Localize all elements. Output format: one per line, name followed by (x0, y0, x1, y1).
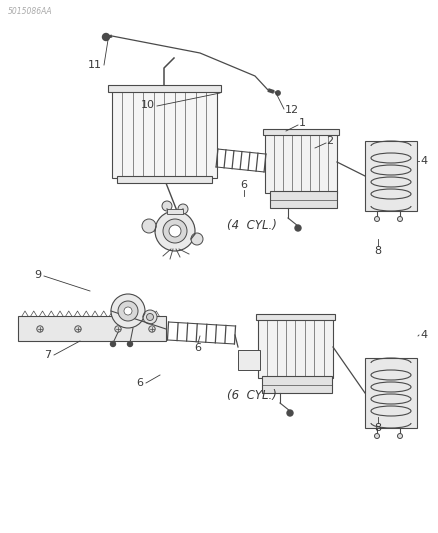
Circle shape (148, 326, 155, 332)
Text: (6  CYL.): (6 CYL.) (226, 389, 276, 401)
Bar (237, 350, 259, 370)
Circle shape (111, 294, 145, 328)
Circle shape (286, 410, 292, 416)
Circle shape (115, 326, 121, 332)
Bar (112, 88, 216, 178)
Text: 6: 6 (194, 343, 201, 353)
Bar (364, 358, 416, 428)
Text: 8: 8 (374, 423, 381, 433)
Text: (4  CYL.): (4 CYL.) (226, 219, 276, 231)
Text: 5015086AA: 5015086AA (8, 7, 53, 16)
Circle shape (374, 216, 378, 222)
Bar (364, 141, 416, 211)
Bar (261, 376, 331, 393)
Bar (258, 316, 332, 378)
Bar (166, 209, 183, 214)
Bar (269, 191, 336, 208)
Circle shape (374, 433, 378, 439)
Circle shape (143, 310, 157, 324)
Circle shape (146, 313, 153, 320)
Bar (117, 176, 212, 183)
Circle shape (37, 326, 43, 332)
Text: 4: 4 (420, 330, 427, 340)
Text: 4: 4 (420, 156, 427, 166)
Circle shape (275, 91, 279, 95)
Text: 12: 12 (284, 105, 298, 115)
Text: 2: 2 (326, 136, 333, 146)
Bar (262, 129, 338, 135)
Bar (108, 85, 220, 92)
Circle shape (124, 307, 132, 315)
Circle shape (169, 225, 180, 237)
Bar (255, 314, 334, 320)
Bar (18, 316, 166, 341)
Text: 9: 9 (34, 270, 42, 280)
Text: 10: 10 (141, 100, 155, 110)
Circle shape (141, 219, 155, 233)
Circle shape (191, 233, 202, 245)
Circle shape (396, 216, 402, 222)
Circle shape (74, 326, 81, 332)
Text: 7: 7 (44, 350, 51, 360)
Circle shape (396, 433, 402, 439)
Text: 6: 6 (136, 378, 143, 388)
Text: 6: 6 (240, 180, 247, 190)
Circle shape (294, 225, 300, 231)
Bar (265, 131, 336, 193)
Text: 11: 11 (88, 60, 102, 70)
Circle shape (177, 204, 187, 214)
Circle shape (155, 211, 194, 251)
Circle shape (102, 34, 109, 41)
Circle shape (118, 301, 138, 321)
Circle shape (127, 342, 132, 346)
Text: 1: 1 (298, 118, 305, 128)
Circle shape (162, 219, 187, 243)
Text: 8: 8 (374, 246, 381, 256)
Circle shape (110, 342, 115, 346)
Circle shape (162, 201, 172, 211)
